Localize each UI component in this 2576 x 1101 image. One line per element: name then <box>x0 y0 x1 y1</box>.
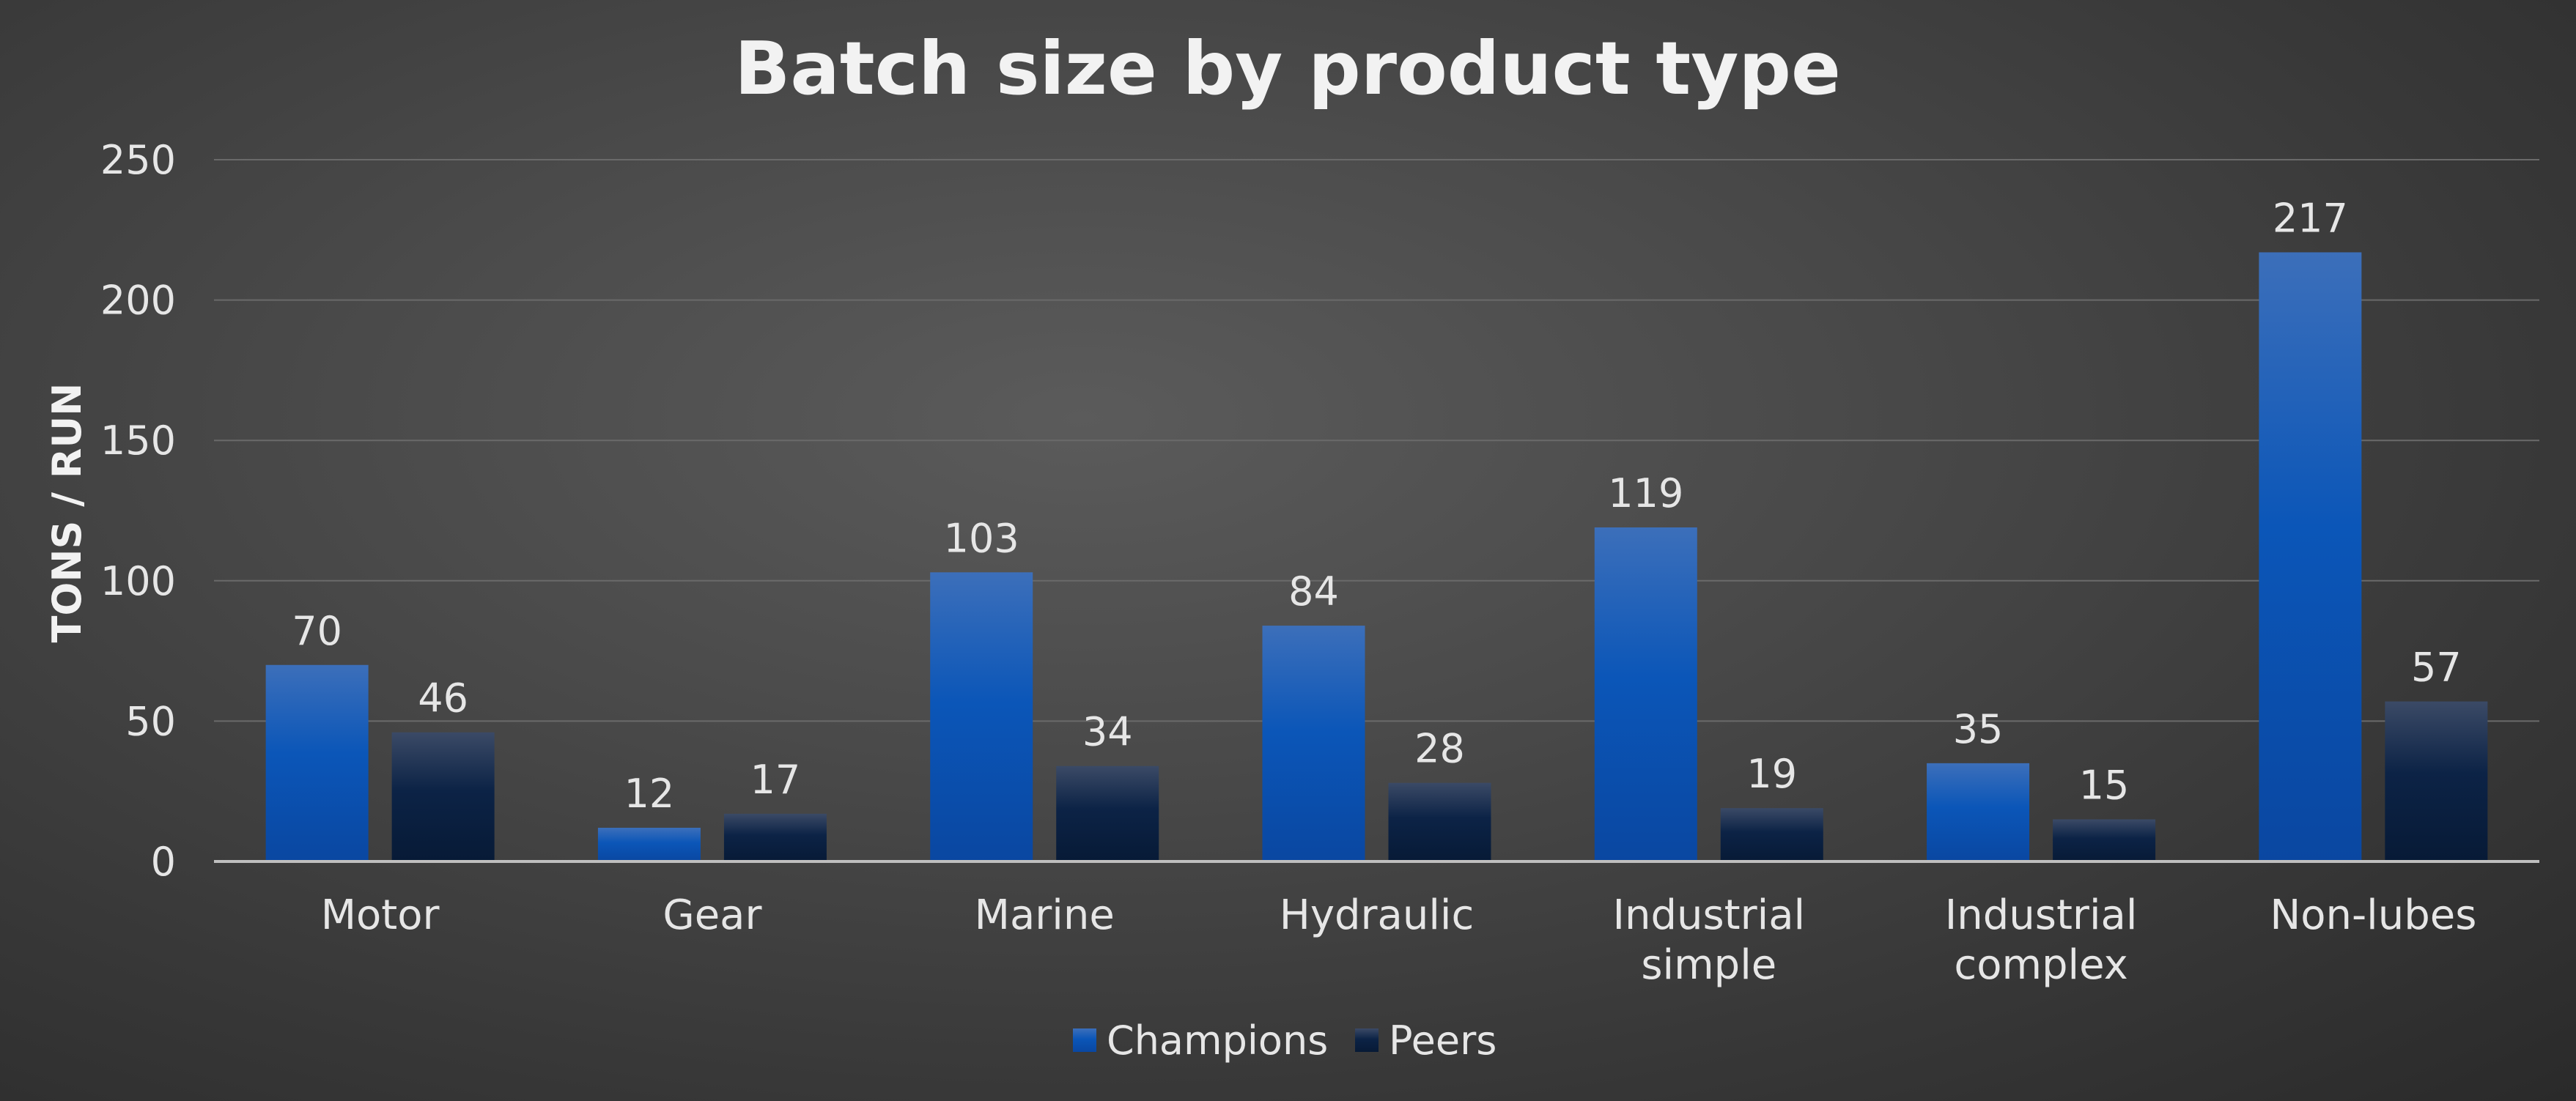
y-axis-ticks: 0 50 100 150 200 250 <box>100 137 176 885</box>
y-tick-label: 200 <box>100 278 176 324</box>
category-label: complex <box>1954 941 2127 989</box>
bar-champions-4 <box>1594 527 1697 861</box>
legend-label-peers: Peers <box>1389 1017 1496 1064</box>
x-axis-categories: Motor Gear Marine Hydraulic Industrialsimple… <box>321 891 2477 989</box>
bar-peers-4 <box>1720 808 1823 861</box>
category-label: Marine <box>975 891 1115 939</box>
y-tick-label: 150 <box>100 418 176 464</box>
y-tick-label: 100 <box>100 558 176 604</box>
data-label-peers-1: 17 <box>750 757 801 803</box>
data-label-peers-0: 46 <box>418 675 468 722</box>
data-label-champions-1: 12 <box>624 771 675 817</box>
bar-peers-5 <box>2053 819 2156 861</box>
data-label-champions-2: 103 <box>944 515 1019 561</box>
category-label: Industrial <box>1612 891 1805 939</box>
data-label-peers-3: 28 <box>1414 726 1465 772</box>
data-labels: 70 46 12 17 103 34 84 28 119 19 35 15 217 57 <box>292 195 2461 817</box>
data-label-peers-2: 34 <box>1082 709 1133 755</box>
chart-title: Batch size by product type <box>734 26 1841 111</box>
bar-champions-0 <box>265 664 369 861</box>
data-label-peers-6: 57 <box>2411 645 2462 691</box>
category-label: simple <box>1641 941 1776 989</box>
category-label: Non-lubes <box>2270 891 2476 939</box>
category-label: Hydraulic <box>1280 891 1475 939</box>
data-label-champions-5: 35 <box>1953 706 2004 752</box>
bar-champions-5 <box>1927 763 2030 861</box>
y-tick-label: 0 <box>151 839 176 885</box>
category-label: Industrial <box>1945 891 2138 939</box>
data-label-champions-3: 84 <box>1288 568 1339 615</box>
legend-swatch-champions <box>1073 1028 1096 1052</box>
data-label-peers-5: 15 <box>2079 763 2130 809</box>
bar-champions-1 <box>597 828 701 861</box>
data-label-champions-4: 119 <box>1608 470 1683 516</box>
bar-peers-3 <box>1388 782 1491 861</box>
y-axis-label: TONS / RUN <box>44 383 90 643</box>
data-label-champions-6: 217 <box>2273 195 2348 241</box>
data-label-champions-0: 70 <box>292 608 342 654</box>
bar-peers-6 <box>2385 701 2488 861</box>
legend: Champions Peers <box>1073 1017 1496 1064</box>
data-label-peers-4: 19 <box>1746 751 1797 797</box>
legend-label-champions: Champions <box>1107 1017 1328 1064</box>
bar-champions-6 <box>2259 252 2362 861</box>
category-label: Gear <box>663 891 762 939</box>
category-label: Motor <box>321 891 440 939</box>
bar-champions-3 <box>1262 626 1365 861</box>
y-tick-label: 50 <box>125 698 176 744</box>
bar-peers-1 <box>723 813 827 861</box>
y-tick-label: 250 <box>100 137 176 183</box>
legend-swatch-peers <box>1355 1028 1379 1052</box>
bars <box>265 252 2488 861</box>
bar-peers-2 <box>1056 765 1159 861</box>
bar-champions-2 <box>930 572 1033 861</box>
gridlines <box>214 159 2539 722</box>
bar-peers-0 <box>391 732 495 861</box>
